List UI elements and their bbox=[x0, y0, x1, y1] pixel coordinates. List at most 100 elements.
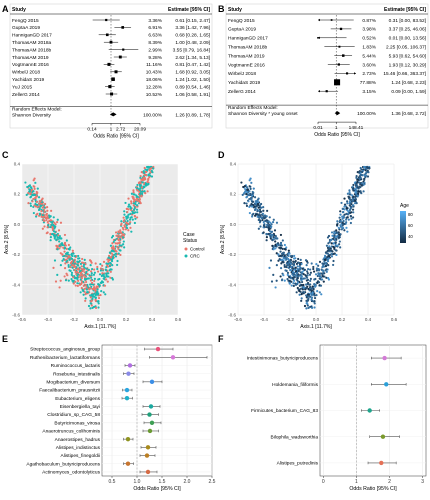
scatter-point bbox=[118, 244, 121, 247]
scatter-point bbox=[116, 259, 119, 263]
scatter-point bbox=[338, 243, 341, 246]
scatter-point bbox=[73, 255, 77, 258]
scatter-point bbox=[118, 249, 121, 252]
scatter-point bbox=[119, 231, 122, 234]
forest-plot-b: Study Estimate [95% CI] FengQ 2015 0.87% 0.3… bbox=[225, 3, 429, 138]
scatter-point bbox=[85, 280, 88, 284]
scatter-point bbox=[77, 254, 80, 258]
scatter-point bbox=[293, 279, 296, 282]
scatter-point bbox=[333, 238, 336, 242]
scatter-point bbox=[262, 215, 265, 218]
scatter-point bbox=[87, 268, 90, 272]
x-tick-label: 1.5 bbox=[159, 479, 166, 485]
scatter-point bbox=[311, 285, 314, 288]
scatter-point bbox=[45, 212, 49, 215]
scatter-point bbox=[99, 262, 102, 266]
scatter-point bbox=[55, 244, 58, 247]
scatter-point bbox=[141, 192, 144, 195]
scatter-point bbox=[37, 208, 41, 212]
forest-study-weight: 2.73% bbox=[362, 71, 376, 77]
scatter-point bbox=[315, 293, 318, 297]
scatter-point bbox=[109, 276, 112, 279]
scatter-point bbox=[275, 264, 278, 267]
scatter-point bbox=[84, 293, 87, 296]
scatter-point bbox=[55, 220, 59, 224]
scatter-point bbox=[132, 189, 135, 192]
scatter-point bbox=[28, 190, 31, 193]
scatter-point bbox=[125, 224, 128, 227]
y-tick-label: 0.2 bbox=[230, 192, 237, 197]
scatter-point bbox=[107, 258, 111, 261]
scatter-point bbox=[359, 190, 362, 193]
scatter-point bbox=[250, 181, 253, 184]
forest-x-tick-label: 0.14 bbox=[87, 126, 97, 132]
scatter-point bbox=[301, 280, 304, 284]
forest-study-estimate: 1.24 [0.68, 2.23] bbox=[391, 80, 426, 86]
scatter-point bbox=[292, 263, 295, 266]
scatter-point bbox=[109, 270, 112, 273]
forest-study-estimate: 0.31 [0.00, 83.52] bbox=[389, 18, 426, 24]
scatter-point bbox=[290, 280, 293, 283]
scatter-point bbox=[123, 225, 127, 228]
scatter-point bbox=[117, 231, 120, 234]
scatter-point bbox=[46, 209, 49, 212]
scatter-point bbox=[130, 202, 133, 205]
scatter-point bbox=[252, 187, 255, 190]
scatter-point bbox=[255, 204, 258, 208]
scatter-point bbox=[139, 182, 142, 185]
y-tick-label: -0.6 bbox=[12, 313, 20, 318]
scatter-point bbox=[323, 254, 327, 257]
scatter-point bbox=[342, 215, 345, 218]
x-tick-label: 0.4 bbox=[365, 317, 372, 322]
scatter-point bbox=[150, 175, 154, 178]
forest-study-estimate: 1.93 [0.12, 30.29] bbox=[389, 62, 426, 68]
scatter-point bbox=[248, 179, 251, 182]
scatter-point bbox=[97, 302, 100, 305]
scatter-point bbox=[54, 280, 58, 283]
scatter-point bbox=[99, 293, 102, 297]
forest-study-estimate: 5.93 [0.62, 54.60] bbox=[389, 53, 426, 59]
y-axis-label: Axis.2 [8.5%] bbox=[4, 224, 10, 254]
scatter-point bbox=[307, 297, 310, 300]
scatter-point bbox=[93, 271, 96, 274]
x-axis-label: Axis.1 [11.7%] bbox=[300, 324, 332, 330]
scatter-point bbox=[262, 206, 265, 209]
taxon-point bbox=[145, 469, 151, 475]
scatter-point bbox=[292, 284, 295, 287]
scatter-point bbox=[79, 270, 82, 273]
scatter-point bbox=[133, 214, 136, 218]
scatter-point bbox=[309, 279, 312, 283]
forest-x-axis-label: Odds Ratio [95% CI] bbox=[314, 132, 360, 138]
scatter-point bbox=[97, 306, 100, 309]
scatter-point bbox=[53, 259, 57, 262]
scatter-point bbox=[307, 267, 310, 271]
scatter-point bbox=[337, 226, 340, 229]
forest-study-name: FengQ 2015 bbox=[228, 18, 255, 24]
scatter-point bbox=[293, 271, 296, 274]
scatter-point bbox=[305, 264, 308, 267]
legend-title: Age bbox=[400, 203, 409, 209]
forest-study-name: GuptaA 2019 bbox=[12, 25, 40, 31]
scatter-point bbox=[79, 272, 83, 275]
scatter-point bbox=[259, 225, 262, 228]
scatter-point bbox=[72, 276, 75, 279]
scatter-point bbox=[97, 283, 100, 286]
x-tick-label: 0.6 bbox=[175, 317, 182, 322]
scatter-point bbox=[309, 271, 312, 274]
scatter-point bbox=[62, 257, 65, 261]
forest-point bbox=[345, 72, 349, 75]
taxon-label: Alistipes_finegoldii bbox=[61, 453, 100, 459]
scatter-point bbox=[122, 240, 125, 243]
scatter-point bbox=[333, 234, 336, 237]
scatter-point bbox=[30, 188, 34, 192]
scatter-point bbox=[117, 234, 120, 237]
scatter-point bbox=[118, 236, 121, 239]
taxon-point bbox=[124, 387, 130, 393]
scatter-point bbox=[354, 197, 357, 201]
taxon-point bbox=[124, 396, 130, 401]
scatter-point bbox=[283, 263, 286, 267]
scatter-point bbox=[295, 272, 299, 275]
forest-plot-a: Study Estimate [95% CI] FengQ 2015 3.36% 0.6… bbox=[9, 3, 213, 139]
scatter-point bbox=[304, 274, 307, 277]
taxon-point bbox=[384, 382, 389, 387]
